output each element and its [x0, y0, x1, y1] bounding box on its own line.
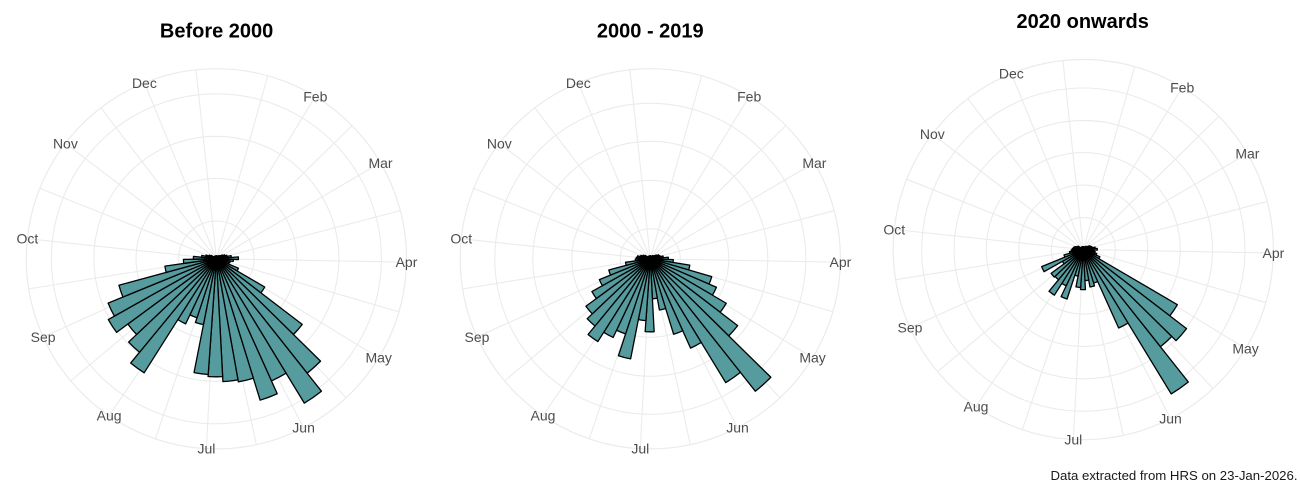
- svg-text:2020 onwards: 2020 onwards: [1017, 11, 1149, 33]
- svg-text:Nov: Nov: [487, 135, 512, 151]
- svg-text:Apr: Apr: [1263, 245, 1285, 261]
- svg-text:Oct: Oct: [17, 231, 39, 247]
- svg-text:May: May: [1232, 341, 1258, 357]
- svg-text:Mar: Mar: [368, 155, 392, 171]
- svg-text:Sep: Sep: [898, 320, 923, 336]
- svg-text:Jul: Jul: [1064, 431, 1082, 447]
- svg-text:Nov: Nov: [920, 126, 945, 142]
- svg-text:Aug: Aug: [531, 408, 556, 424]
- svg-text:Oct: Oct: [450, 231, 472, 247]
- svg-text:Aug: Aug: [964, 399, 989, 415]
- svg-text:Jun: Jun: [292, 420, 315, 436]
- svg-text:Oct: Oct: [883, 222, 905, 238]
- svg-text:Jul: Jul: [631, 441, 649, 457]
- svg-text:Feb: Feb: [303, 89, 327, 105]
- svg-text:Dec: Dec: [132, 75, 157, 91]
- svg-text:Feb: Feb: [1170, 79, 1194, 95]
- svg-text:Jul: Jul: [197, 441, 215, 457]
- svg-text:Mar: Mar: [1235, 146, 1259, 162]
- svg-text:Dec: Dec: [566, 75, 591, 91]
- svg-text:2000 - 2019: 2000 - 2019: [597, 21, 704, 43]
- svg-text:Dec: Dec: [999, 66, 1024, 82]
- svg-text:May: May: [799, 350, 825, 366]
- svg-text:Sep: Sep: [31, 329, 56, 345]
- svg-text:Apr: Apr: [830, 254, 852, 270]
- svg-text:Mar: Mar: [802, 155, 826, 171]
- svg-text:Jun: Jun: [726, 420, 749, 436]
- svg-text:Jun: Jun: [1159, 411, 1182, 427]
- svg-text:Before 2000: Before 2000: [160, 21, 273, 43]
- svg-text:Sep: Sep: [465, 329, 490, 345]
- svg-text:May: May: [365, 350, 391, 366]
- svg-text:Nov: Nov: [53, 135, 78, 151]
- svg-text:Feb: Feb: [737, 89, 761, 105]
- svg-text:Apr: Apr: [396, 254, 418, 270]
- svg-text:Data extracted from HRS on 23-: Data extracted from HRS on 23-Jan-2026.: [1050, 468, 1297, 483]
- svg-text:Aug: Aug: [97, 408, 122, 424]
